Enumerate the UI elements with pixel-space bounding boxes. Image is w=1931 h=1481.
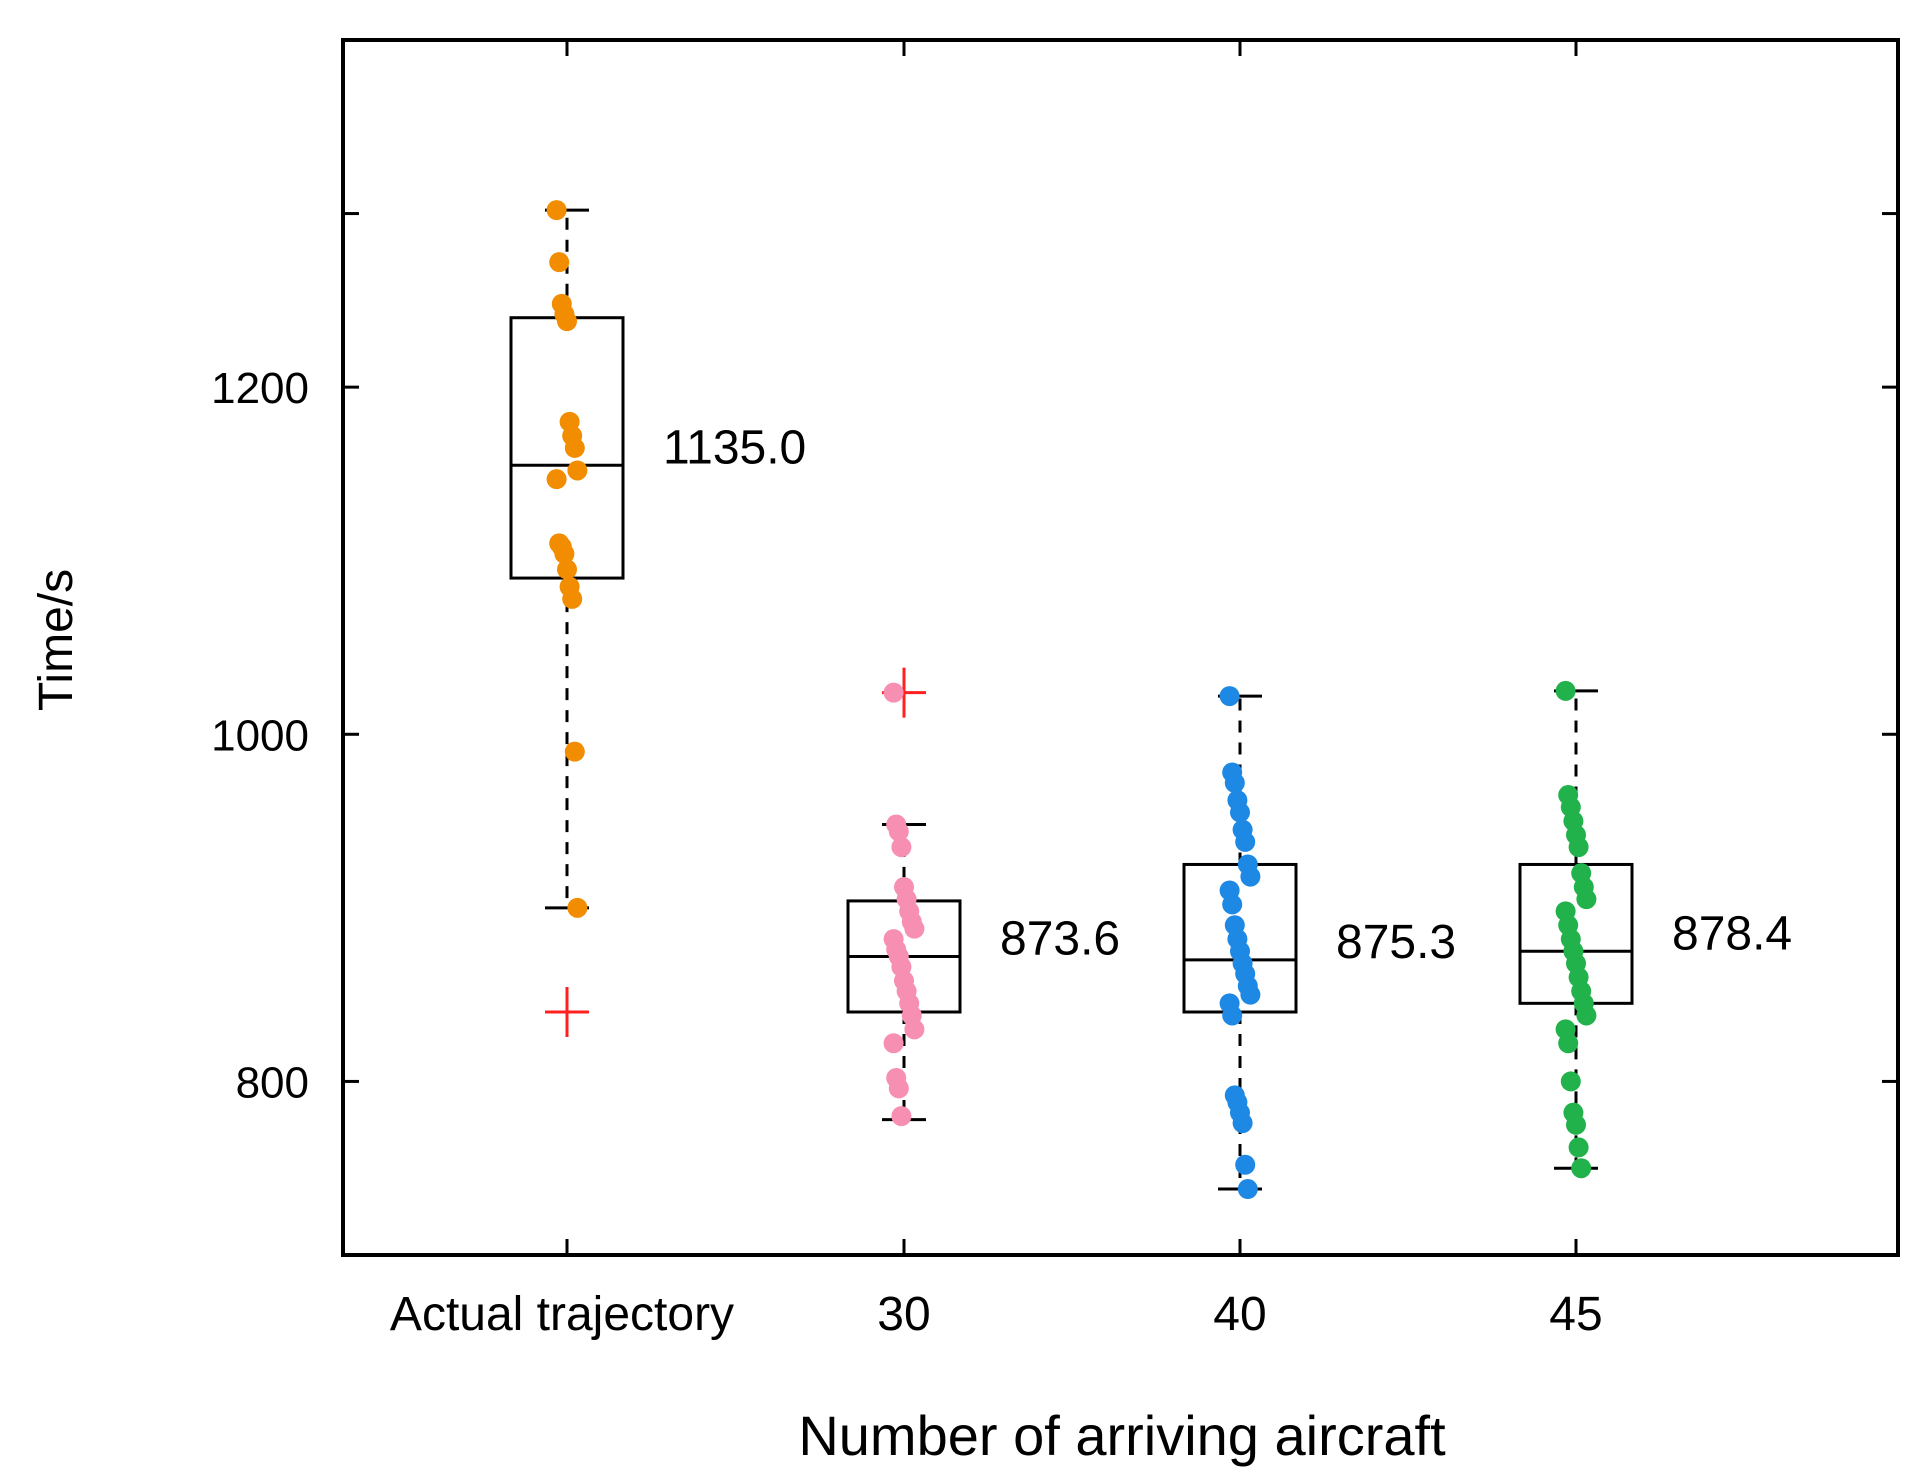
data-point [1230, 802, 1250, 823]
data-point [1222, 1005, 1243, 1026]
data-point [554, 543, 575, 564]
data-point [1560, 1071, 1581, 1092]
data-point [1235, 831, 1256, 852]
plot-frame [341, 38, 1900, 1257]
data-point [1240, 984, 1261, 1005]
data-point [1235, 1154, 1256, 1175]
data-point [1568, 1137, 1589, 1158]
x-tick-label: 40 [1213, 1288, 1266, 1341]
data-point [891, 1106, 912, 1127]
data-point [557, 311, 577, 332]
data-point [1568, 837, 1589, 858]
data-point [888, 1078, 909, 1099]
x-axis-label: Number of arriving aircraft [798, 1404, 1446, 1467]
data-point [567, 897, 588, 918]
data-point [1237, 1179, 1258, 1200]
x-tick-label: Actual trajectory [390, 1288, 734, 1341]
data-point [564, 741, 585, 762]
x-tick-label: 45 [1549, 1288, 1602, 1341]
data-point [888, 821, 909, 842]
data-point [1222, 894, 1243, 915]
data-point [549, 252, 570, 273]
median-value-label: 1135.0 [663, 421, 806, 474]
x-tick-label: 30 [877, 1288, 930, 1341]
data-point [1555, 680, 1576, 701]
data-point [904, 918, 925, 939]
data-point [546, 200, 567, 221]
y-tick-label: 1000 [211, 711, 309, 760]
y-tick-label: 800 [236, 1058, 309, 1107]
data-point [1224, 772, 1245, 793]
y-axis-label: Time/s [30, 569, 83, 711]
median-value-label: 878.4 [1672, 907, 1792, 960]
data-point [1576, 1005, 1597, 1026]
data-point [564, 437, 585, 458]
data-point [1576, 889, 1597, 910]
data-point [891, 837, 912, 858]
median-value-label: 875.3 [1336, 916, 1456, 969]
data-point [883, 1033, 904, 1054]
data-point [904, 1019, 925, 1040]
data-point [567, 460, 588, 481]
data-point [1558, 1033, 1579, 1054]
data-point [546, 469, 567, 490]
y-tick-label: 1200 [211, 364, 309, 413]
data-point [562, 588, 583, 609]
data-point [883, 682, 904, 703]
data-point [1219, 686, 1240, 707]
data-point [557, 559, 577, 580]
data-point [1566, 1114, 1586, 1135]
data-point [1240, 866, 1261, 887]
data-point [1571, 1158, 1592, 1179]
median-value-label: 873.6 [1000, 912, 1120, 965]
data-point [1232, 1113, 1253, 1134]
